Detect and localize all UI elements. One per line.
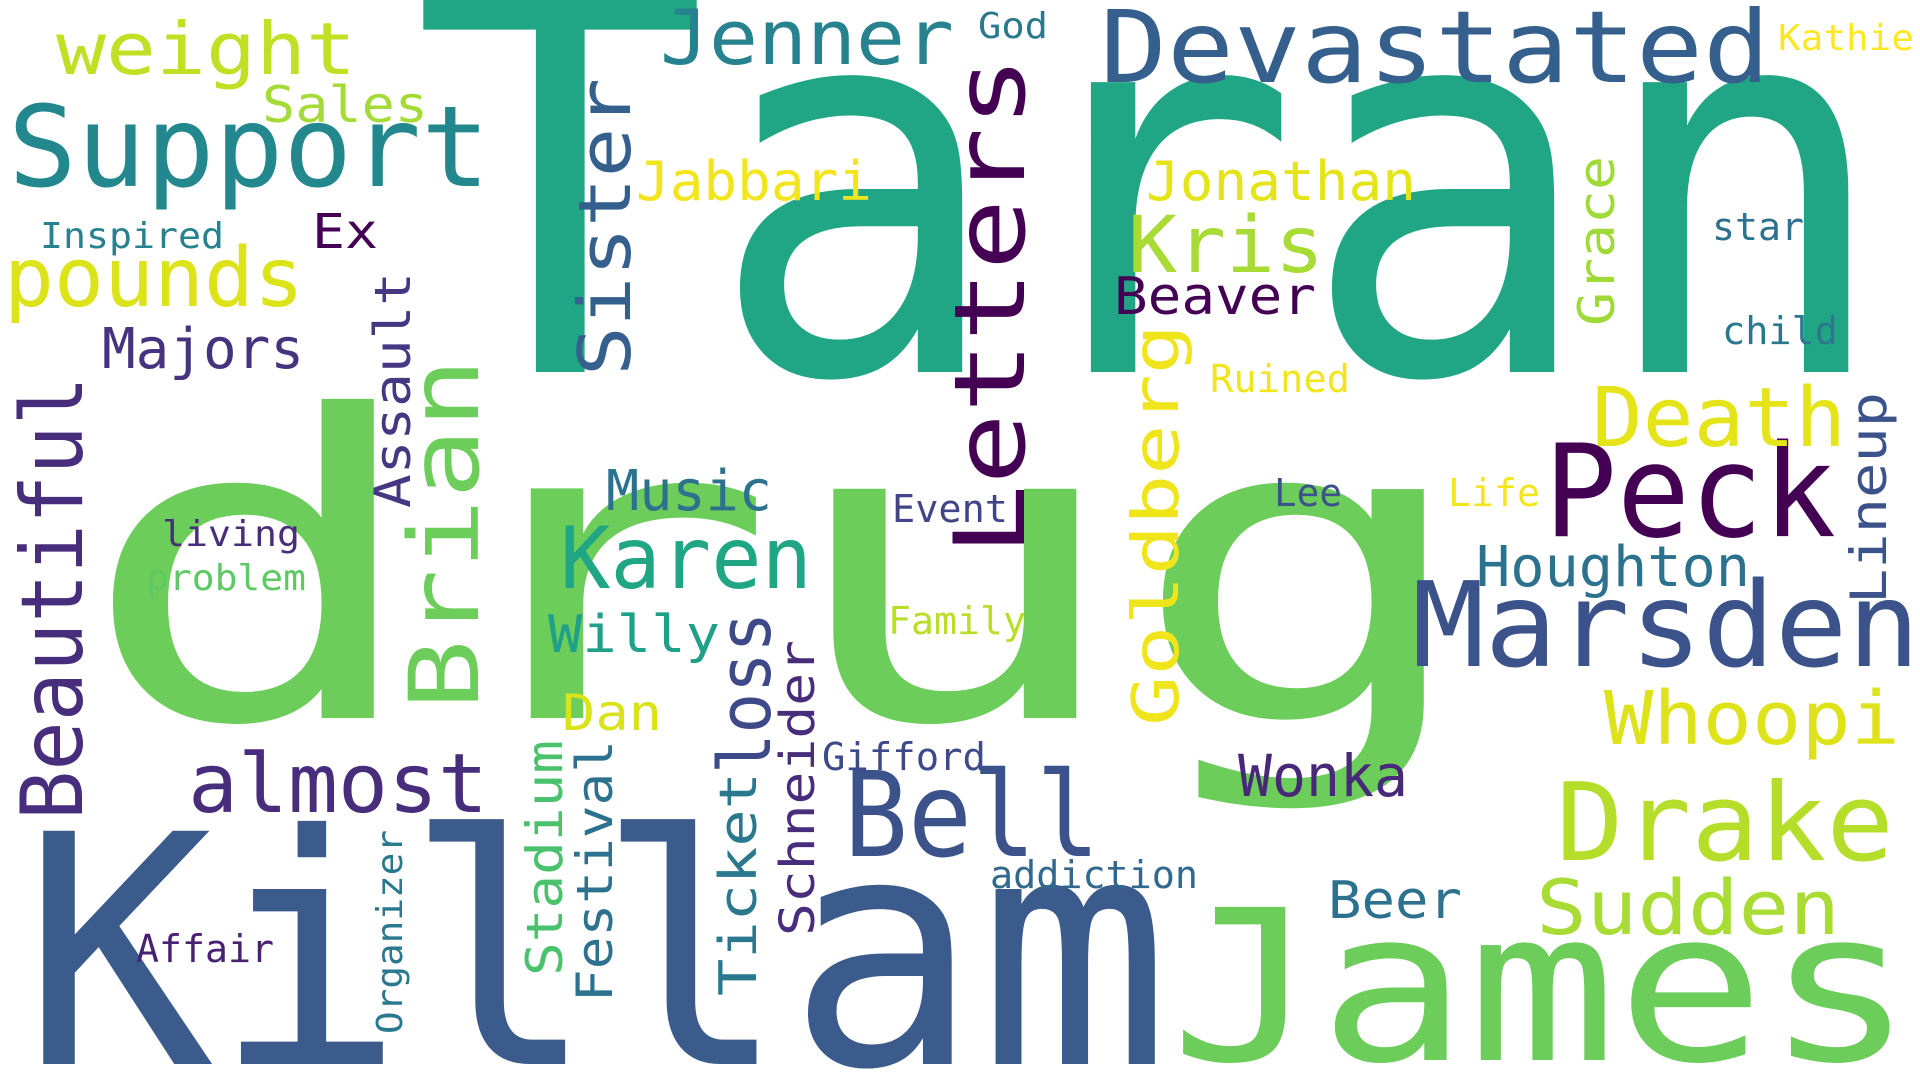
word-letters: Letters <box>934 56 1048 556</box>
word-devastated: Devastated <box>1100 0 1770 106</box>
word-kris: Kris <box>1128 201 1324 291</box>
word-drake: Drake <box>1556 761 1894 886</box>
word-ticket: Ticket <box>709 772 769 996</box>
word-grace: Grace <box>1568 156 1626 326</box>
word-jabbari: Jabbari <box>636 150 872 213</box>
word-lineup: Lineup <box>1840 392 1898 604</box>
word-jenner: Jenner <box>660 0 954 82</box>
word-family: Family <box>888 599 1026 643</box>
word-bell: Bell <box>844 746 1100 884</box>
word-beaver: Beaver <box>1114 267 1316 327</box>
word-brian: Brian <box>389 358 501 710</box>
word-sudden: Sudden <box>1536 863 1840 952</box>
word-child: child <box>1722 309 1838 353</box>
word-karen: Karen <box>560 509 812 609</box>
word-god: God <box>978 6 1048 47</box>
word-addiction: addiction <box>990 853 1198 897</box>
word-festival: Festival <box>566 740 624 1002</box>
word-assault: Assault <box>364 272 422 508</box>
word-weight: weight <box>56 7 356 91</box>
word-killam: Killam <box>22 768 1170 1080</box>
word-problem: problem <box>146 558 306 599</box>
word-gifford: Gifford <box>822 735 986 779</box>
word-event: Event <box>892 487 1008 531</box>
word-willy: Willy <box>548 605 720 665</box>
word-star: star <box>1712 205 1804 249</box>
word-music: Music <box>606 459 772 524</box>
word-stadium: Stadium <box>516 740 574 976</box>
word-support: Support <box>8 83 490 213</box>
word-ruined: Ruined <box>1210 357 1350 401</box>
word-jonathan: Jonathan <box>1146 150 1416 213</box>
word-organizer: Organizer <box>370 830 411 1034</box>
word-marsden: Marsden <box>1412 556 1920 694</box>
word-inspired: Inspired <box>40 216 224 257</box>
word-living: living <box>162 514 300 555</box>
word-pounds: pounds <box>4 231 304 326</box>
word-almost: almost <box>188 737 488 832</box>
word-kathie: Kathie <box>1778 18 1914 59</box>
word-whoopi: Whoopi <box>1604 676 1900 762</box>
word-peck: Peck <box>1544 418 1836 567</box>
word-james: James <box>1170 865 1914 1080</box>
word-affair: Affair <box>136 927 274 971</box>
word-beautiful: Beautiful <box>3 376 103 820</box>
word-taran: Taran <box>412 0 1892 497</box>
word-sister: Sister <box>563 78 647 376</box>
word-majors: Majors <box>102 317 304 382</box>
word-goldberg: Goldberg <box>1120 324 1194 726</box>
word-lee: Lee <box>1274 471 1342 515</box>
word-schneider: Schneider <box>770 640 826 936</box>
word-drug: drug <box>78 329 1478 818</box>
word-houghton: Houghton <box>1476 535 1750 600</box>
word-death: Death <box>1592 371 1846 466</box>
word-loss: loss <box>703 612 787 774</box>
word-wonka: Wonka <box>1238 742 1408 810</box>
word-beer: Beer <box>1328 871 1462 931</box>
word-sales: Sales <box>262 76 428 134</box>
word-dan: Dan <box>562 684 662 742</box>
word-ex: Ex <box>312 204 378 260</box>
word-life: Life <box>1448 471 1540 515</box>
